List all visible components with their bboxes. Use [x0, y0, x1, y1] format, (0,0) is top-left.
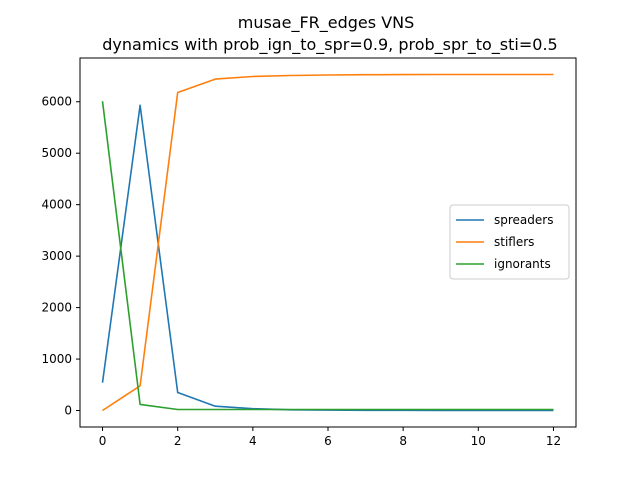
x-axis: 0 2 4 6 8 10 12: [99, 427, 561, 448]
x-tick-label: 8: [399, 434, 407, 448]
legend-label-stiflers: stiflers: [494, 235, 534, 249]
series-line-ignorants: [101, 101, 554, 411]
y-tick-label: 0: [64, 404, 72, 418]
legend-label-spreaders: spreaders: [494, 213, 553, 227]
legend: spreaders stiflers ignorants: [449, 204, 570, 280]
y-tick-label: 3000: [41, 249, 72, 263]
legend-label-ignorants: ignorants: [494, 257, 551, 271]
series-line-stiflers: [102, 73, 554, 412]
chart-title: musae_FR_edges VNS: [238, 13, 415, 33]
x-tick-label: 2: [174, 434, 182, 448]
x-tick-label: 6: [324, 434, 332, 448]
y-tick-label: 5000: [41, 146, 72, 160]
x-tick-label: 12: [546, 434, 561, 448]
legend-box: [449, 204, 570, 280]
y-axis: 0 1000 2000 3000 4000 5000 6000: [41, 95, 80, 418]
chart-subtitle: dynamics with prob_ign_to_spr=0.9, prob_…: [102, 35, 557, 55]
y-tick-label: 2000: [41, 301, 72, 315]
x-tick-label: 0: [99, 434, 107, 448]
x-tick-label: 4: [249, 434, 257, 448]
y-tick-label: 1000: [41, 352, 72, 366]
x-tick-label: 10: [471, 434, 486, 448]
series-lines: [101, 73, 554, 412]
y-tick-label: 4000: [41, 198, 72, 212]
y-tick-label: 6000: [41, 95, 72, 109]
